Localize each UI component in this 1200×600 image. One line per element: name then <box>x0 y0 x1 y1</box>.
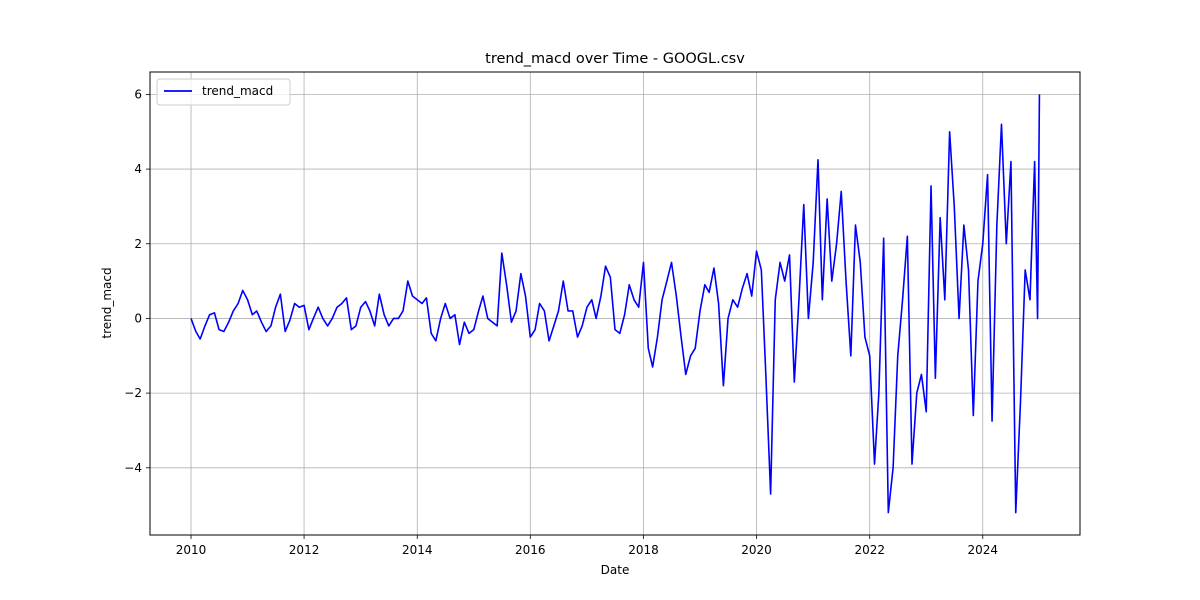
x-tick-label: 2022 <box>854 543 885 557</box>
grid <box>150 72 1080 535</box>
x-axis: 2010 2012 2014 2016 2018 2020 2022 2024 <box>176 535 998 557</box>
y-tick-label: 0 <box>134 311 142 325</box>
chart-title: trend_macd over Time - GOOGL.csv <box>485 51 745 67</box>
y-tick-label: 2 <box>134 237 142 251</box>
x-tick-label: 2010 <box>176 543 207 557</box>
legend-label: trend_macd <box>202 84 273 98</box>
y-tick-label: −4 <box>124 461 142 475</box>
legend: trend_macd <box>156 78 291 106</box>
x-tick-label: 2018 <box>628 543 659 557</box>
y-tick-label: −2 <box>124 386 142 400</box>
y-tick-label: 4 <box>134 162 142 176</box>
y-axis: −4 −2 0 2 4 6 <box>124 87 150 475</box>
y-axis-title: trend_macd <box>100 267 114 338</box>
x-tick-label: 2024 <box>967 543 998 557</box>
x-tick-label: 2020 <box>741 543 772 557</box>
x-tick-label: 2012 <box>289 543 320 557</box>
x-tick-label: 2016 <box>515 543 546 557</box>
series-group <box>190 94 1041 514</box>
y-tick-label: 6 <box>134 87 142 101</box>
x-tick-label: 2014 <box>402 543 433 557</box>
x-axis-title: Date <box>601 563 630 577</box>
plot-frame <box>149 71 1081 536</box>
series-line-trend-macd <box>190 94 1041 514</box>
legend-box <box>156 78 291 106</box>
